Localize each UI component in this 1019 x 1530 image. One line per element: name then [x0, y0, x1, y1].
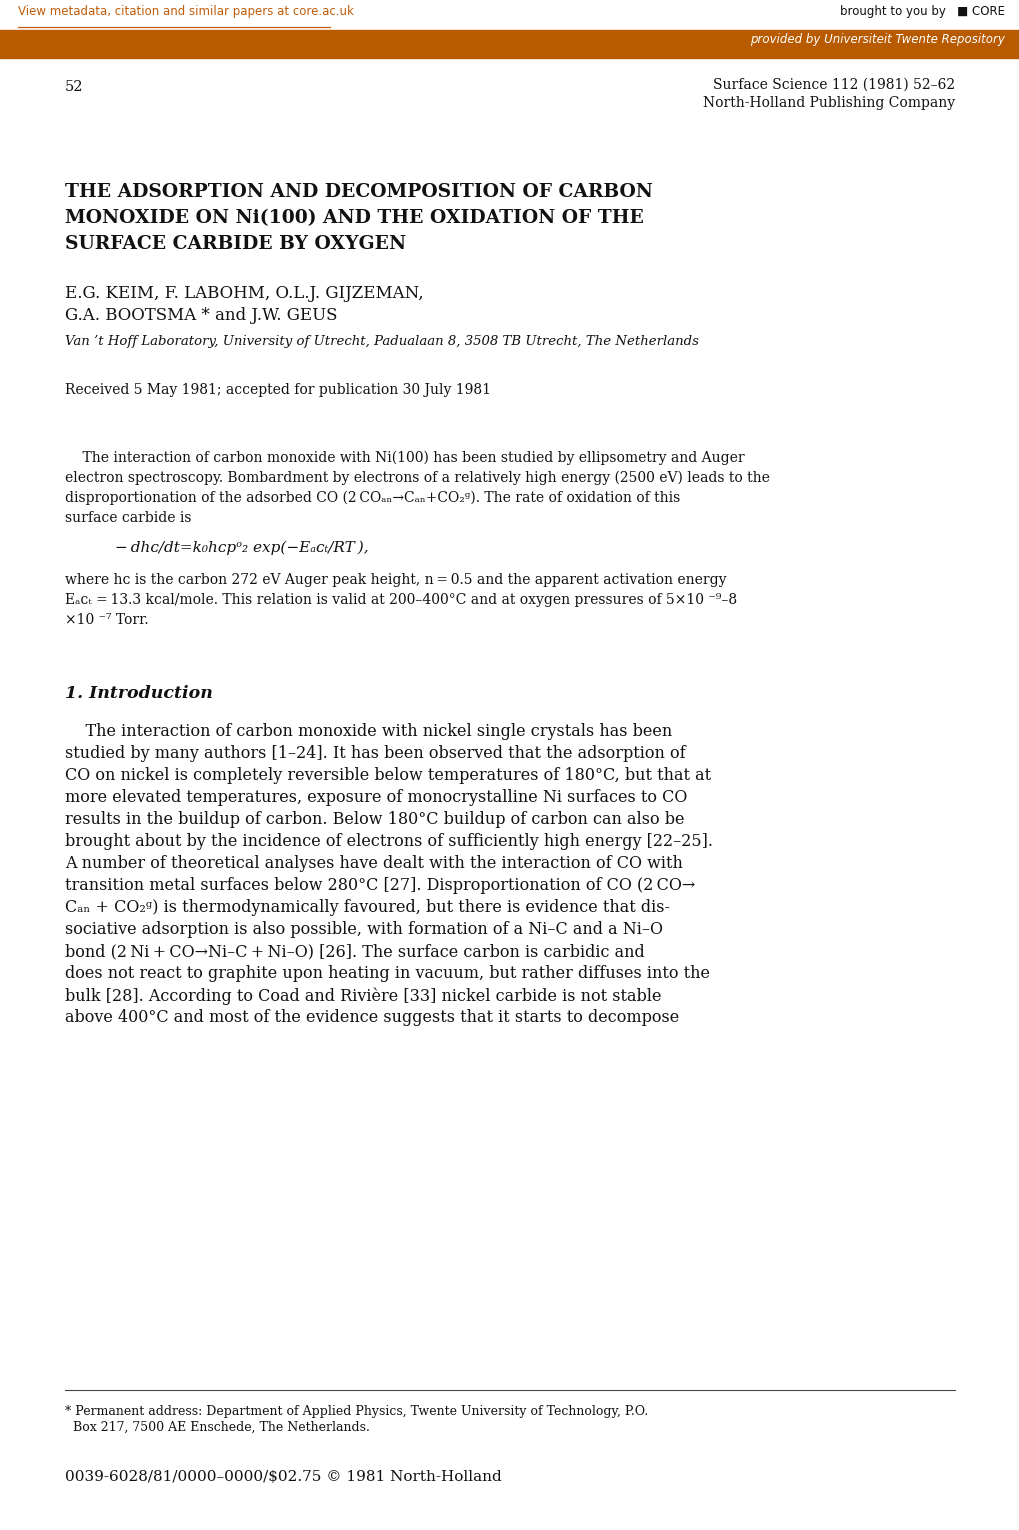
- Bar: [0, 0, 1019, 31]
- Bar: [0, 31, 1019, 58]
- Text: Received 5 May 1981; accepted for publication 30 July 1981: Received 5 May 1981; accepted for public…: [65, 382, 490, 396]
- Text: The interaction of carbon monoxide with Ni(100) has been studied by ellipsometry: The interaction of carbon monoxide with …: [65, 451, 744, 465]
- Text: above 400°C and most of the evidence suggests that it starts to decompose: above 400°C and most of the evidence sug…: [65, 1008, 679, 1027]
- Text: more elevated temperatures, exposure of monocrystalline Ni surfaces to CO: more elevated temperatures, exposure of …: [65, 789, 687, 806]
- Text: E.G. KEIM, F. LABOHM, O.L.J. GIJZEMAN,: E.G. KEIM, F. LABOHM, O.L.J. GIJZEMAN,: [65, 285, 423, 301]
- Text: North-Holland Publishing Company: North-Holland Publishing Company: [702, 96, 954, 110]
- Text: Van ’t Hoff Laboratory, University of Utrecht, Padualaan 8, 3508 TB Utrecht, The: Van ’t Hoff Laboratory, University of Ut…: [65, 335, 698, 347]
- Text: 0039-6028/81/0000–0000/$02.75 © 1981 North-Holland: 0039-6028/81/0000–0000/$02.75 © 1981 Nor…: [65, 1470, 501, 1484]
- Text: surface carbide is: surface carbide is: [65, 511, 192, 525]
- Text: does not react to graphite upon heating in vacuum, but rather diffuses into the: does not react to graphite upon heating …: [65, 965, 709, 982]
- Text: − dhᴄ/dt=k₀hᴄpᵒ₂ exp(−Eₐᴄₜ/RT ),: − dhᴄ/dt=k₀hᴄpᵒ₂ exp(−Eₐᴄₜ/RT ),: [115, 542, 368, 555]
- Text: CO on nickel is completely reversible below temperatures of 180°C, but that at: CO on nickel is completely reversible be…: [65, 767, 710, 783]
- Text: electron spectroscopy. Bombardment by electrons of a relatively high energy (250: electron spectroscopy. Bombardment by el…: [65, 471, 769, 485]
- Text: where hᴄ is the carbon 272 eV Auger peak height, n = 0.5 and the apparent activa: where hᴄ is the carbon 272 eV Auger peak…: [65, 574, 726, 588]
- Text: MONOXIDE ON Ni(100) AND THE OXIDATION OF THE: MONOXIDE ON Ni(100) AND THE OXIDATION OF…: [65, 210, 643, 226]
- Text: 1. Introduction: 1. Introduction: [65, 685, 213, 702]
- Text: Eₐᴄₜ = 13.3 kcal/mole. This relation is valid at 200–400°C and at oxygen pressur: Eₐᴄₜ = 13.3 kcal/mole. This relation is …: [65, 594, 737, 607]
- Text: studied by many authors [1–24]. It has been observed that the adsorption of: studied by many authors [1–24]. It has b…: [65, 745, 685, 762]
- Text: sociative adsorption is also possible, with formation of a Ni–C and a Ni–O: sociative adsorption is also possible, w…: [65, 921, 662, 938]
- Text: brought to you by   ■ CORE: brought to you by ■ CORE: [840, 5, 1004, 18]
- Text: A number of theoretical analyses have dealt with the interaction of CO with: A number of theoretical analyses have de…: [65, 855, 682, 872]
- Text: * Permanent address: Department of Applied Physics, Twente University of Technol: * Permanent address: Department of Appli…: [65, 1405, 648, 1418]
- Text: bulk [28]. According to Coad and Rivière [33] nickel carbide is not stable: bulk [28]. According to Coad and Rivière…: [65, 987, 661, 1005]
- Text: SURFACE CARBIDE BY OXYGEN: SURFACE CARBIDE BY OXYGEN: [65, 236, 406, 252]
- Text: View metadata, citation and similar papers at core.ac.uk: View metadata, citation and similar pape…: [18, 5, 354, 18]
- Text: results in the buildup of carbon. Below 180°C buildup of carbon can also be: results in the buildup of carbon. Below …: [65, 811, 684, 828]
- Text: Surface Science 112 (1981) 52–62: Surface Science 112 (1981) 52–62: [712, 78, 954, 92]
- Text: ×10 ⁻⁷ Torr.: ×10 ⁻⁷ Torr.: [65, 614, 149, 627]
- Text: 52: 52: [65, 80, 84, 93]
- Text: G.A. BOOTSMA * and J.W. GEUS: G.A. BOOTSMA * and J.W. GEUS: [65, 308, 337, 324]
- Text: bond (2 Ni + CO→Ni–C + Ni–O) [26]. The surface carbon is carbidic and: bond (2 Ni + CO→Ni–C + Ni–O) [26]. The s…: [65, 942, 644, 959]
- Text: brought about by the incidence of electrons of sufficiently high energy [22–25].: brought about by the incidence of electr…: [65, 832, 712, 851]
- Text: transition metal surfaces below 280°C [27]. Disproportionation of CO (2 CO→: transition metal surfaces below 280°C [2…: [65, 877, 695, 894]
- Text: provided by Universiteit Twente Repository: provided by Universiteit Twente Reposito…: [749, 34, 1004, 46]
- Text: The interaction of carbon monoxide with nickel single crystals has been: The interaction of carbon monoxide with …: [65, 724, 672, 741]
- Text: Cₐₙ + CO₂ᵍ) is thermodynamically favoured, but there is evidence that dis-: Cₐₙ + CO₂ᵍ) is thermodynamically favoure…: [65, 900, 669, 916]
- Text: disproportionation of the adsorbed CO (2 COₐₙ→Cₐₙ+CO₂ᵍ). The rate of oxidation o: disproportionation of the adsorbed CO (2…: [65, 491, 680, 505]
- Text: Box 217, 7500 AE Enschede, The Netherlands.: Box 217, 7500 AE Enschede, The Netherlan…: [65, 1421, 370, 1434]
- Text: THE ADSORPTION AND DECOMPOSITION OF CARBON: THE ADSORPTION AND DECOMPOSITION OF CARB…: [65, 184, 652, 200]
